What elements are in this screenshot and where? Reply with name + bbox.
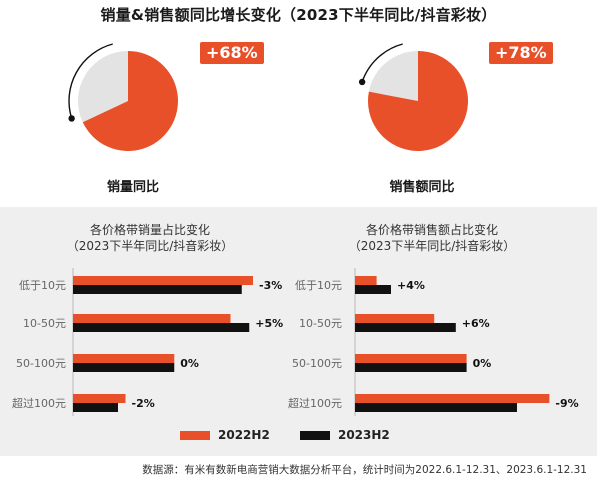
- amount-category-label: 超过100元: [288, 396, 342, 410]
- amount-share-subtitle: （2023下半年同比/抖音彩妆）: [348, 239, 516, 253]
- pie-outer-arc: [68, 43, 113, 119]
- volume-bar-2022h2: [73, 394, 126, 403]
- amount-bar-2023h2: [355, 323, 456, 332]
- pie-arc-dot: [68, 115, 75, 122]
- pie-slice-remainder: [368, 51, 418, 101]
- pie-slice-growth: [82, 51, 178, 151]
- amount-bar-2023h2: [355, 403, 517, 412]
- amount-bar-2023h2: [355, 363, 467, 372]
- pie-arc-dot: [358, 78, 366, 86]
- legend-label-2022h2: 2022H2: [218, 428, 270, 442]
- amount-category-label: 低于10元: [295, 279, 342, 292]
- legend-swatch-2022h2: [180, 431, 210, 440]
- volume-bar-2022h2: [73, 354, 175, 363]
- volume-category-label: 低于10元: [19, 279, 66, 292]
- volume-bar-2023h2: [73, 363, 175, 372]
- volume-bar-2022h2: [73, 314, 231, 323]
- volume-change-label: +5%: [255, 317, 283, 330]
- sales-volume-yoy-label: 销量同比: [106, 180, 159, 195]
- volume-bar-2023h2: [73, 403, 118, 412]
- footer: 数据源：有米有数新电商营销大数据分析平台，统计时间为2022.6.1-12.31…: [0, 461, 597, 489]
- pie-charts: [68, 43, 469, 151]
- amount-change-label: +4%: [397, 279, 425, 292]
- amount-bar-2022h2: [355, 314, 435, 323]
- volume-category-label: 超过100元: [12, 396, 66, 410]
- volume-bar-2022h2: [73, 276, 253, 285]
- page-title: 销量&销售额同比增长变化（2023下半年同比/抖音彩妆）: [100, 6, 497, 24]
- amount-change-label: 0%: [473, 357, 492, 370]
- data-source-note: 数据源：有米有数新电商营销大数据分析平台，统计时间为2022.6.1-12.31…: [142, 464, 587, 476]
- legend-item-2023h2: 2023H2: [299, 428, 390, 442]
- amount-bar-2023h2: [355, 285, 391, 294]
- sales-amount-growth-badge: +78%: [489, 42, 553, 64]
- volume-change-label: -3%: [259, 279, 282, 292]
- amount-bar-2022h2: [355, 354, 467, 363]
- amount-category-label: 10-50元: [299, 317, 342, 330]
- legend-item-2022h2: 2022H2: [180, 428, 270, 442]
- volume-bar-2023h2: [73, 285, 242, 294]
- amount-share-title: 各价格带销售额占比变化: [365, 223, 498, 237]
- volume-share-title: 各价格带销量占比变化: [89, 223, 210, 237]
- legend: 2022H2 2023H2: [180, 428, 416, 446]
- volume-share-chart-title: 各价格带销量占比变化 （2023下半年同比/抖音彩妆）: [30, 222, 270, 254]
- volume-category-label: 50-100元: [16, 357, 66, 370]
- volume-bar-2023h2: [73, 323, 250, 332]
- legend-label-2023h2: 2023H2: [337, 428, 390, 442]
- sales-amount-yoy-label: 销售额同比: [389, 180, 455, 195]
- pie-slice-remainder: [77, 51, 128, 123]
- amount-share-chart-title: 各价格带销售额占比变化 （2023下半年同比/抖音彩妆）: [312, 222, 552, 254]
- amount-bar-2022h2: [355, 394, 550, 403]
- pie-slice-growth: [368, 51, 469, 151]
- volume-share-subtitle: （2023下半年同比/抖音彩妆）: [66, 239, 234, 253]
- volume-change-label: 0%: [180, 357, 199, 370]
- volume-category-label: 10-50元: [23, 317, 66, 330]
- volume-change-label: -2%: [132, 397, 155, 410]
- sales-volume-growth-badge: +68%: [200, 42, 264, 64]
- legend-swatch-2023h2: [299, 431, 330, 440]
- amount-category-label: 50-100元: [292, 357, 342, 370]
- pie-outer-arc: [361, 43, 403, 83]
- amount-change-label: -9%: [555, 397, 578, 410]
- amount-bar-2022h2: [355, 276, 377, 285]
- amount-change-label: +6%: [462, 317, 490, 330]
